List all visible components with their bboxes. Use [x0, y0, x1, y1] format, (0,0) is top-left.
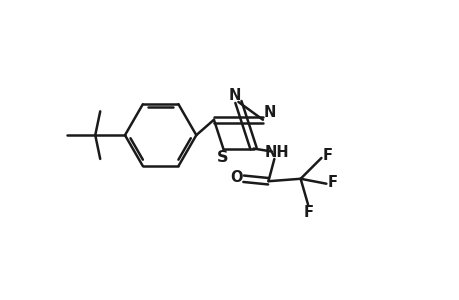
Text: F: F [327, 175, 337, 190]
Text: F: F [322, 148, 332, 163]
Text: F: F [303, 206, 313, 220]
Text: N: N [228, 88, 240, 103]
Text: O: O [230, 170, 242, 185]
Text: NH: NH [264, 145, 289, 160]
Text: S: S [216, 150, 228, 165]
Text: N: N [263, 105, 275, 120]
